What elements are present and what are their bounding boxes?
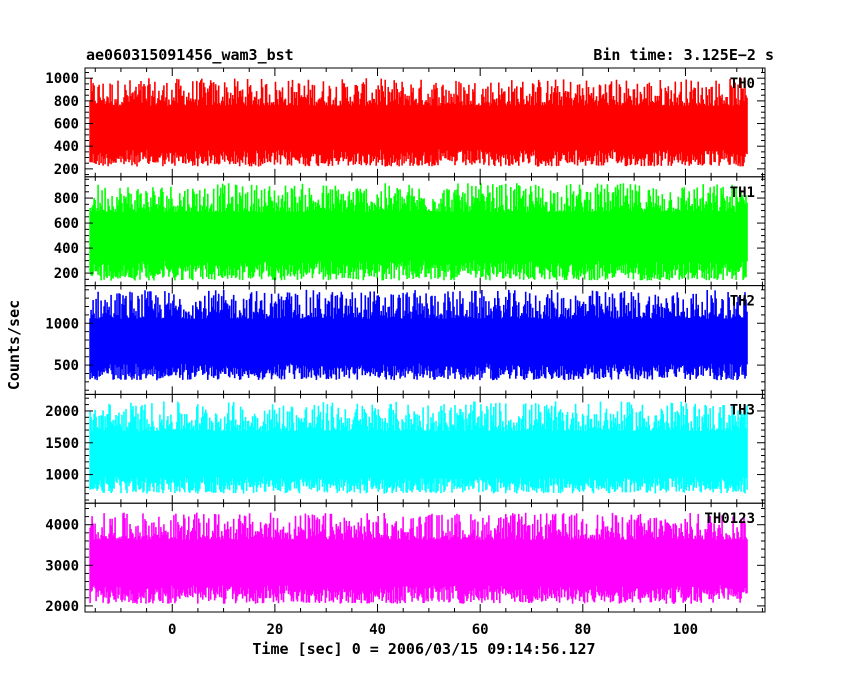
chart-title-left: ae060315091456_wam3_bst bbox=[86, 46, 294, 64]
y-tick-label: 200 bbox=[54, 162, 79, 178]
y-tick-label: 800 bbox=[54, 191, 79, 207]
y-tick-label: 1000 bbox=[45, 71, 79, 87]
panel-th0123: 2000 3000 4000 TH0123 bbox=[45, 502, 766, 615]
y-tick-label: 500 bbox=[54, 358, 79, 374]
y-tick-label: 1500 bbox=[45, 436, 79, 452]
x-tick-label: 100 bbox=[673, 622, 698, 638]
x-tick-label: 0 bbox=[168, 622, 176, 638]
panel-label-th2: TH2 bbox=[730, 294, 755, 310]
x-tick-label: 60 bbox=[472, 622, 489, 638]
panel-label-th0123: TH0123 bbox=[704, 511, 755, 527]
y-tick-label: 400 bbox=[54, 139, 79, 155]
y-tick-label: 600 bbox=[54, 216, 79, 232]
x-tick-label: 80 bbox=[574, 622, 591, 638]
x-tick-label: 40 bbox=[369, 622, 386, 638]
y-tick-label: 800 bbox=[54, 94, 79, 110]
y-tick-label: 3000 bbox=[45, 558, 79, 574]
series-th1-curve bbox=[89, 183, 748, 281]
y-tick-label: 200 bbox=[54, 266, 79, 282]
y-tick-label: 2000 bbox=[45, 404, 79, 420]
panel-th3: 1000 1500 2000 TH3 bbox=[45, 393, 766, 504]
x-tick-label: 20 bbox=[266, 622, 283, 638]
y-tick-label: 1000 bbox=[45, 468, 79, 484]
y-tick-label: 1000 bbox=[45, 316, 79, 332]
panel-th1: 200 400 600 800 TH1 bbox=[54, 176, 766, 287]
panel-label-th1: TH1 bbox=[730, 185, 755, 201]
series-th2-curve bbox=[89, 289, 748, 381]
y-axis-label: Counts/sec bbox=[5, 300, 23, 390]
panel-th2: 500 1000 TH2 bbox=[45, 285, 766, 395]
y-tick-label: 2000 bbox=[45, 599, 79, 615]
series-th0-curve bbox=[89, 78, 748, 167]
panel-label-th3: TH3 bbox=[730, 402, 755, 418]
y-tick-label: 4000 bbox=[45, 518, 79, 534]
y-tick-label: 400 bbox=[54, 241, 79, 257]
series-th0123-curve bbox=[89, 512, 748, 604]
x-axis-label: Time [sec] 0 = 2006/03/15 09:14:56.127 bbox=[252, 640, 595, 658]
chart-title-right: Bin time: 3.125E−2 s bbox=[593, 46, 774, 64]
panel-label-th0: TH0 bbox=[730, 76, 755, 92]
panel-th0: 200 400 600 800 1000 TH0 bbox=[45, 67, 766, 178]
series-th3-curve bbox=[89, 401, 748, 494]
y-tick-label: 600 bbox=[54, 117, 79, 133]
